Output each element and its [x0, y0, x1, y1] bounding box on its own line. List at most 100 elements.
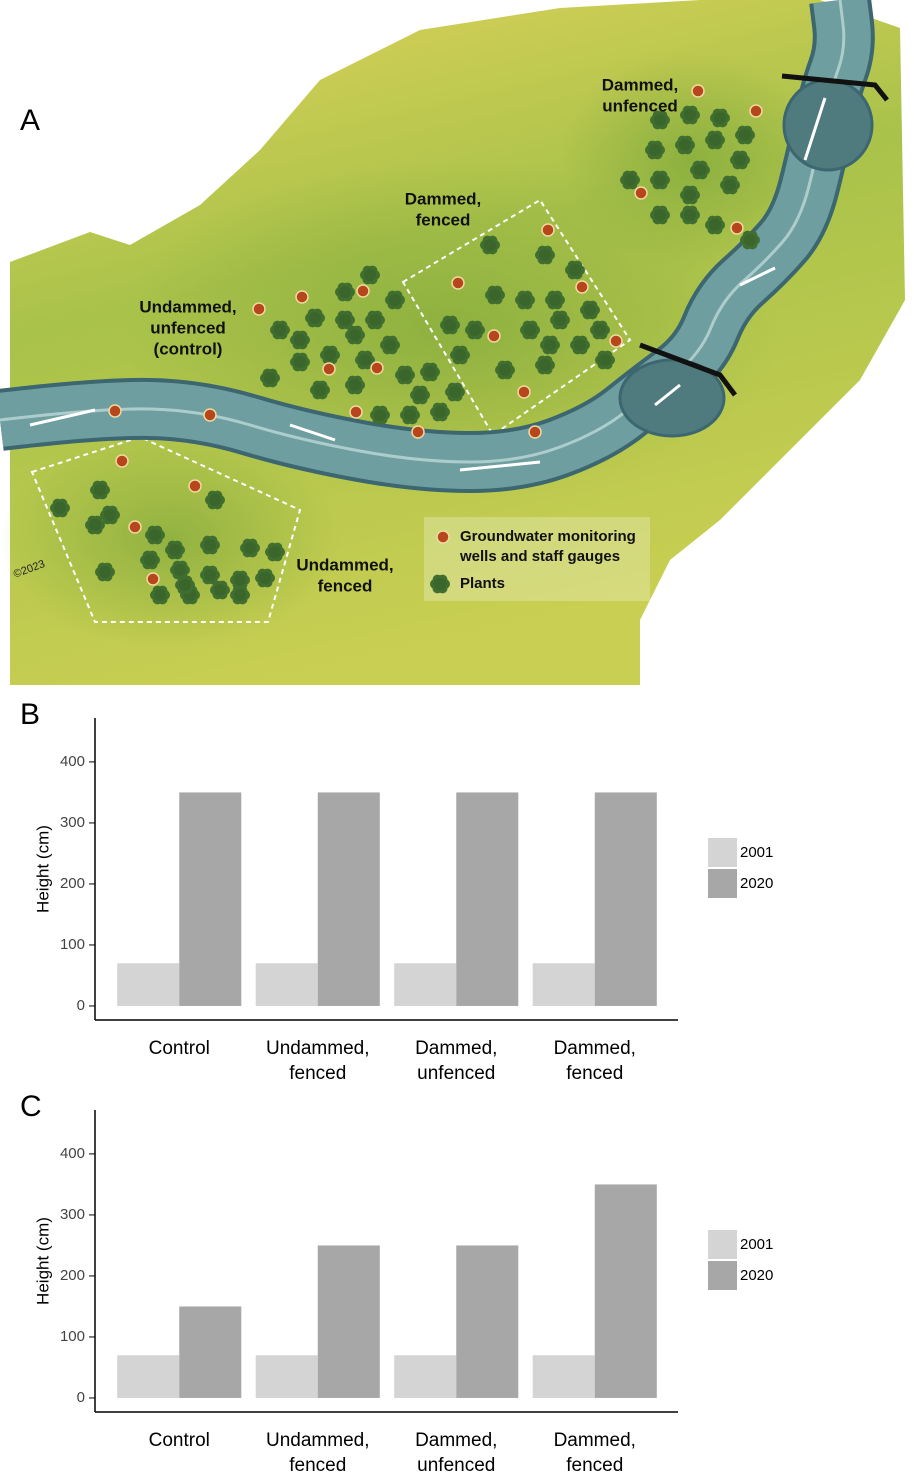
bar: [532, 963, 595, 1006]
plant: [680, 105, 700, 125]
plant: [645, 140, 665, 160]
plant: [740, 230, 760, 250]
plant-core: [349, 329, 361, 341]
plant-core: [539, 359, 551, 371]
region-label: (control): [154, 339, 223, 358]
y-tick-label: 0: [77, 1389, 85, 1406]
plant-core: [389, 294, 401, 306]
x-tick-label: Undammed, fenced: [266, 1430, 370, 1475]
well: [370, 361, 384, 375]
plant: [95, 562, 115, 582]
plant-core: [54, 502, 66, 514]
plant: [450, 345, 470, 365]
legend-swatch: [708, 1230, 737, 1259]
legend-box: [424, 517, 650, 601]
y-tick-label: 400: [60, 753, 85, 770]
plant-core: [714, 112, 726, 124]
plant-core: [364, 269, 376, 281]
plant-core: [554, 314, 566, 326]
plant: [535, 245, 555, 265]
plant-core: [374, 409, 386, 421]
plant-core: [569, 264, 581, 276]
plant-core: [519, 294, 531, 306]
plant: [210, 580, 230, 600]
well: [730, 221, 744, 235]
plant: [320, 345, 340, 365]
plant-core: [94, 484, 106, 496]
plant: [260, 368, 280, 388]
y-tick-label: 100: [60, 936, 85, 953]
plant-core: [144, 554, 156, 566]
plant-core: [104, 509, 116, 521]
y-tick-label: 200: [60, 875, 85, 892]
plant: [580, 300, 600, 320]
legend-swatch: [708, 869, 737, 898]
plant-core: [314, 384, 326, 396]
plant: [310, 380, 330, 400]
plant-core: [654, 174, 666, 186]
well: [749, 104, 763, 118]
plant: [480, 235, 500, 255]
plant-core: [734, 154, 746, 166]
plant: [570, 335, 590, 355]
plant-core: [744, 234, 756, 246]
shade: [0, 430, 340, 650]
flow-arrow: [654, 383, 681, 407]
fence-undammed: [30, 435, 302, 623]
plant: [240, 538, 260, 558]
bar: [532, 1355, 595, 1398]
plant-core: [584, 304, 596, 316]
well: [411, 425, 425, 439]
well: [322, 362, 336, 376]
well: [541, 223, 555, 237]
plant-core: [539, 249, 551, 261]
plant-core: [269, 546, 281, 558]
plant: [595, 350, 615, 370]
plant: [200, 535, 220, 555]
well: [487, 329, 501, 343]
plant-core: [204, 539, 216, 551]
plant-core: [404, 409, 416, 421]
plant-core: [654, 114, 666, 126]
plant-core: [724, 179, 736, 191]
legend-label: 2001: [740, 844, 773, 861]
plant: [430, 402, 450, 422]
plant: [85, 515, 105, 535]
plant: [305, 308, 325, 328]
plant-core: [524, 324, 536, 336]
plant-core: [684, 209, 696, 221]
fence-dammed: [401, 198, 632, 437]
plant-core: [99, 566, 111, 578]
plant: [535, 355, 555, 375]
plant: [385, 290, 405, 310]
x-tick-label: Control: [148, 1038, 210, 1059]
legend-label: 2001: [740, 1236, 773, 1253]
region-label: Dammed,: [602, 75, 679, 94]
y-axis-label: Height (cm): [33, 1217, 52, 1305]
plant-core: [694, 164, 706, 176]
plant-core: [434, 406, 446, 418]
bar: [594, 792, 657, 1006]
plant-core: [469, 324, 481, 336]
plant-core: [214, 584, 226, 596]
bar: [179, 792, 242, 1006]
plant: [265, 542, 285, 562]
bar: [594, 1184, 657, 1398]
plant: [255, 568, 275, 588]
flow-arrow: [289, 423, 336, 442]
plant-core: [89, 519, 101, 531]
plant-core: [654, 209, 666, 221]
plant-core: [234, 574, 246, 586]
plant: [720, 175, 740, 195]
well: [115, 454, 129, 468]
flow-arrow: [739, 266, 776, 287]
plant: [650, 110, 670, 130]
well: [146, 572, 160, 586]
plant-core: [174, 564, 186, 576]
plant-core: [209, 494, 221, 506]
plant-core: [454, 349, 466, 361]
plant: [50, 498, 70, 518]
bar: [394, 963, 457, 1006]
